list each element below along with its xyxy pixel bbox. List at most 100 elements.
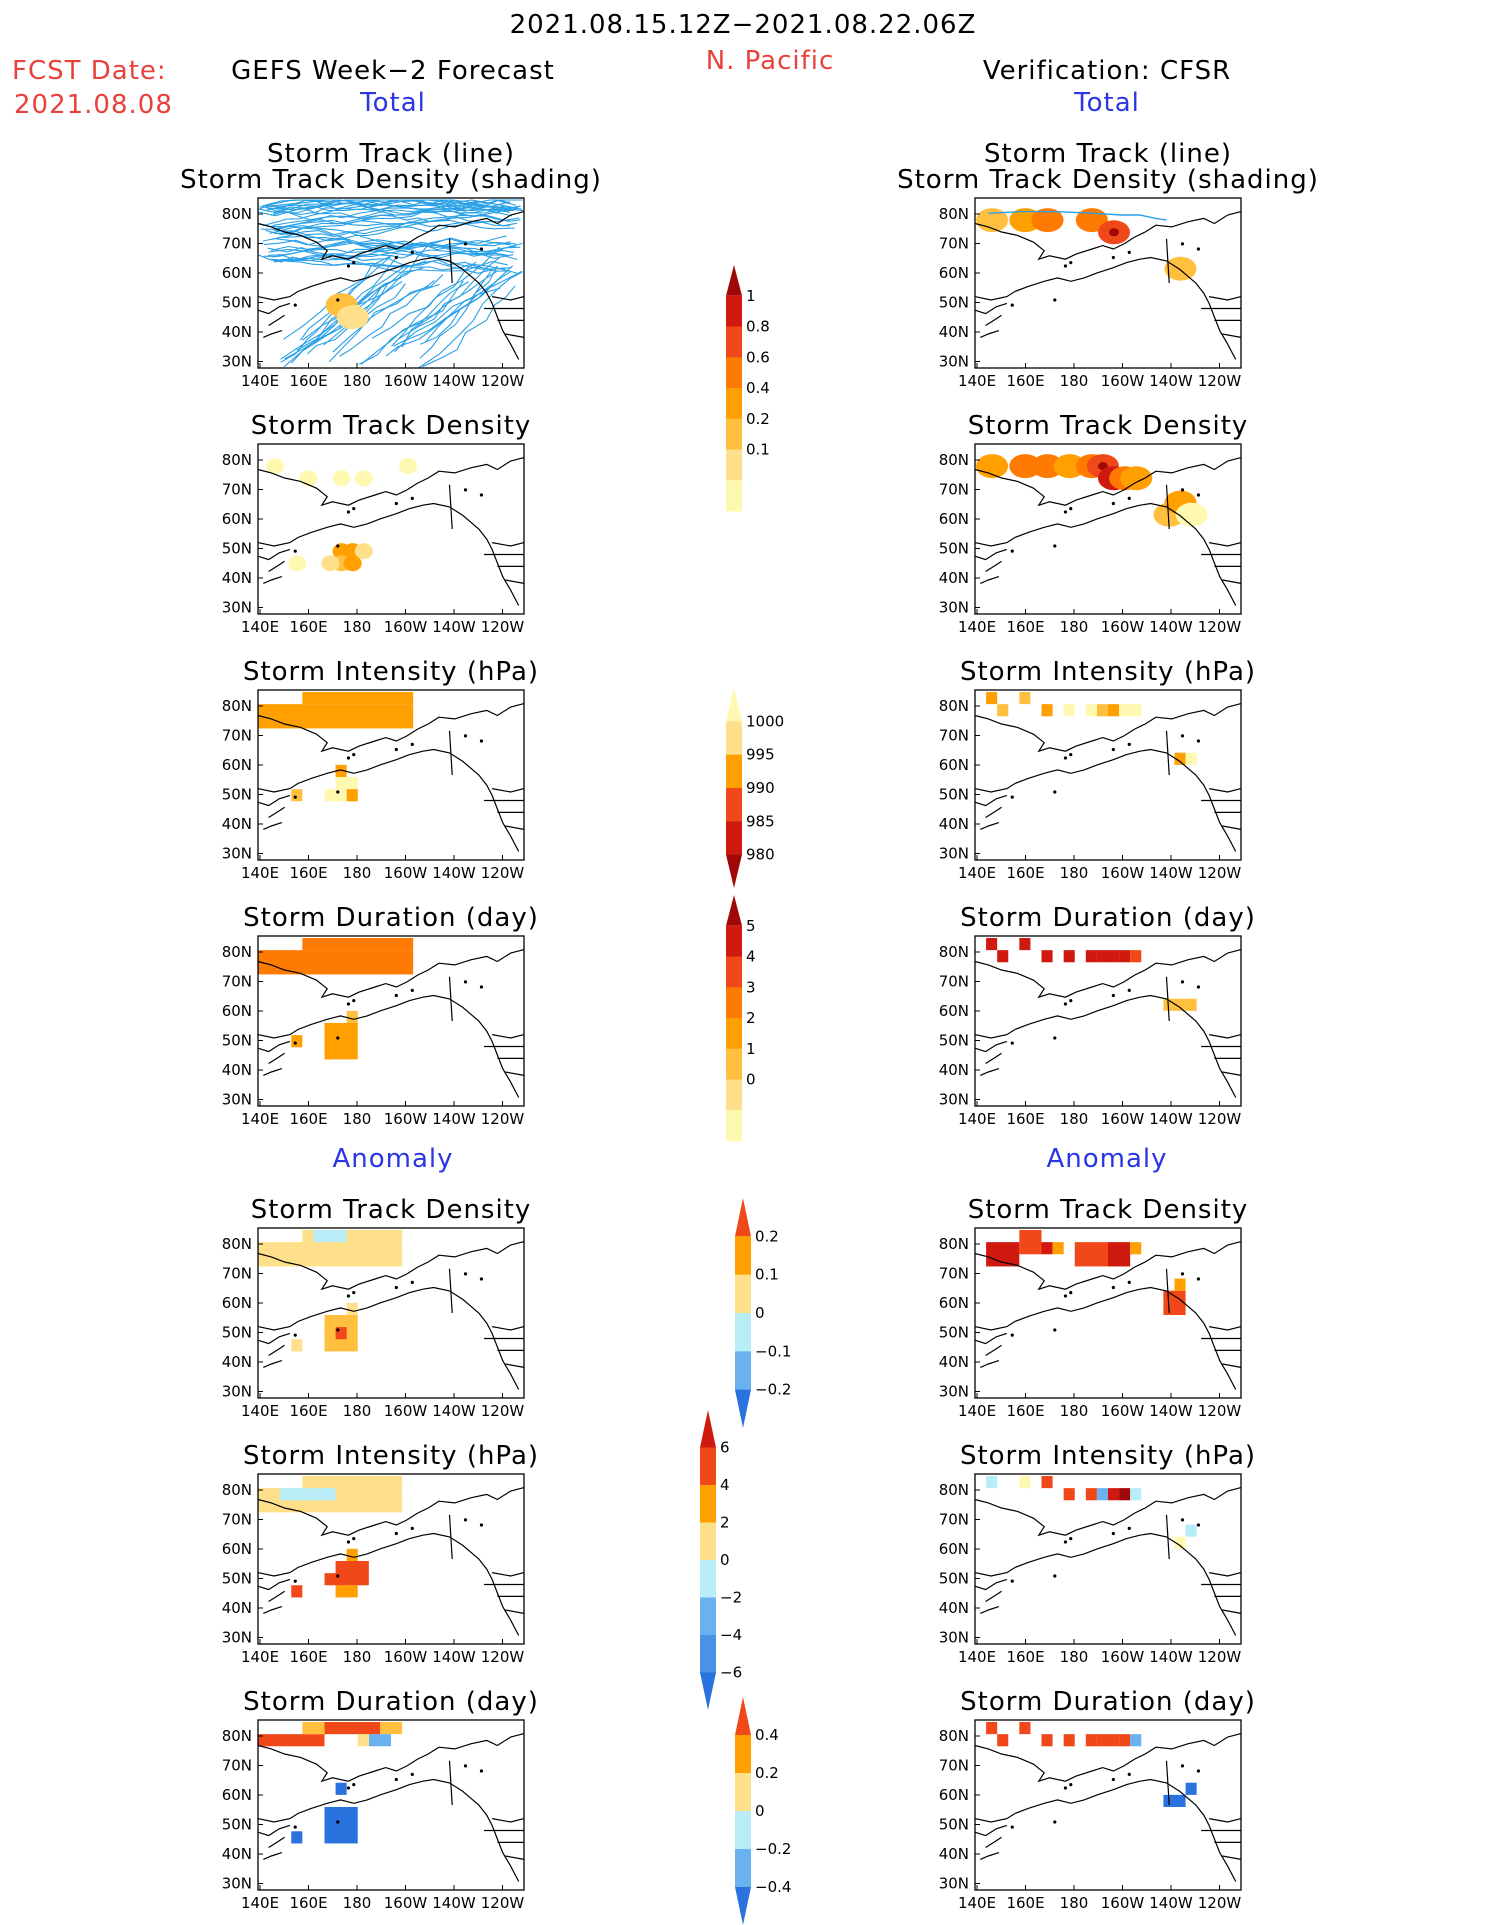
heat-cell — [302, 1476, 403, 1489]
coastline-2 — [268, 1344, 285, 1357]
island-7 — [1111, 747, 1115, 752]
island-6 — [410, 742, 414, 747]
island-4 — [1180, 1764, 1185, 1768]
colorbar-segment — [735, 1236, 751, 1276]
island-2 — [1053, 790, 1057, 794]
island-7 — [394, 1777, 398, 1782]
heat-cell — [1108, 950, 1120, 963]
y-tick-label: 40N — [939, 1061, 969, 1079]
x-tick-label: 160E — [1006, 864, 1044, 882]
island-7 — [394, 993, 398, 998]
coastline-0 — [974, 502, 1237, 606]
plot-frame — [974, 1719, 1242, 1891]
y-tick-label: 40N — [939, 1599, 969, 1617]
panel-title: Storm Track (line) — [267, 139, 515, 169]
island-1 — [346, 1540, 351, 1544]
y-tick-label: 60N — [222, 1786, 252, 1804]
storm-track-line — [398, 257, 500, 340]
region-title: N. Pacific — [705, 46, 835, 76]
heat-cell — [1130, 704, 1142, 717]
heat-cell — [1174, 1794, 1186, 1807]
island-5 — [479, 493, 484, 497]
island-3 — [293, 1579, 297, 1583]
y-tick-label: 60N — [222, 1002, 252, 1020]
heat-cell — [986, 938, 998, 951]
right-anomaly-label: Anomaly — [1046, 1144, 1168, 1174]
colorbar-label: 4 — [720, 1476, 730, 1494]
x-tick-label: 120W — [1198, 1110, 1242, 1128]
right-total-label: Total — [1074, 88, 1140, 118]
x-tick-label: 160E — [1006, 372, 1044, 390]
coastline-9 — [491, 1818, 525, 1823]
coastline-1 — [257, 1332, 291, 1345]
colorbar-segment — [735, 1735, 751, 1774]
colorbar-segment — [700, 1597, 716, 1636]
right-panel-title: Verification: CFSR — [982, 56, 1232, 86]
plot-frame — [974, 1227, 1242, 1399]
coastline-5 — [1165, 1760, 1170, 1806]
storm-track-line — [267, 199, 511, 212]
panel-title: Storm Duration (day) — [960, 903, 1256, 933]
island-5 — [1196, 1277, 1201, 1281]
storm-track-line — [259, 199, 511, 213]
island-1 — [1063, 1002, 1068, 1006]
x-tick-label: 160W — [1101, 1648, 1145, 1666]
coastline-1 — [974, 548, 1008, 561]
heat-cell — [1019, 1476, 1031, 1489]
colorbar-segment — [700, 1522, 716, 1561]
coastline-1 — [257, 794, 291, 807]
coastline-5 — [448, 976, 453, 1022]
coastline-2 — [268, 314, 285, 327]
island-1 — [1063, 264, 1068, 268]
colorbar-tip-top — [726, 688, 742, 722]
density-core — [1109, 228, 1119, 237]
coastline-1 — [257, 1824, 291, 1837]
density-blob — [1009, 208, 1042, 233]
coastline-5 — [448, 238, 453, 284]
storm-track-line — [339, 283, 440, 357]
heat-cell — [997, 704, 1009, 717]
storm-track-line — [394, 270, 512, 353]
island-7 — [394, 501, 398, 506]
coastline-4 — [974, 457, 1242, 507]
x-tick-label: 160E — [289, 1648, 327, 1666]
y-tick-label: 80N — [222, 451, 252, 469]
heat-cell — [1108, 1242, 1131, 1267]
storm-track-line — [262, 199, 515, 211]
heat-cell — [335, 1782, 347, 1795]
colorbar-label: 985 — [746, 812, 775, 830]
y-tick-label: 40N — [222, 1061, 252, 1079]
y-tick-label: 80N — [939, 451, 969, 469]
colorbar-segment — [700, 1447, 716, 1486]
coastline-1 — [974, 302, 1008, 315]
date-range-title: 2021.08.15.12Z−2021.08.22.06Z — [509, 10, 977, 40]
heat-cell — [1096, 704, 1108, 717]
coastline-5 — [1165, 484, 1170, 530]
verification-map-panel: Storm Intensity (hPa)80N70N60N50N40N30N1… — [939, 1441, 1255, 1666]
colorbar-segment — [726, 418, 742, 450]
coastline-3 — [980, 330, 1000, 338]
y-tick-label: 60N — [939, 1002, 969, 1020]
colorbar-tip-top — [700, 1410, 716, 1448]
storm-track-line — [280, 275, 370, 363]
coastline-2 — [985, 1344, 1002, 1357]
heat-cell — [357, 1734, 369, 1747]
x-tick-label: 160E — [289, 864, 327, 882]
verification-map-panel: Storm Duration (day)80N70N60N50N40N30N14… — [939, 1687, 1255, 1912]
heat-cell — [1041, 950, 1053, 963]
storm-track-line — [263, 241, 514, 258]
storm-track-line — [262, 235, 517, 249]
colorbar-segment — [726, 987, 742, 1019]
island-6 — [1127, 988, 1131, 993]
coastline-0 — [257, 748, 520, 852]
coastline-8 — [505, 579, 525, 584]
coastline-0 — [974, 1532, 1237, 1636]
density-blob — [1009, 454, 1042, 479]
coastline-8 — [505, 1363, 525, 1368]
island-0 — [1069, 999, 1073, 1003]
x-tick-label: 120W — [1198, 618, 1242, 636]
coastline-3 — [263, 576, 283, 584]
x-tick-label: 140W — [432, 864, 476, 882]
y-tick-label: 70N — [222, 973, 252, 991]
heat-cell — [1130, 950, 1142, 963]
